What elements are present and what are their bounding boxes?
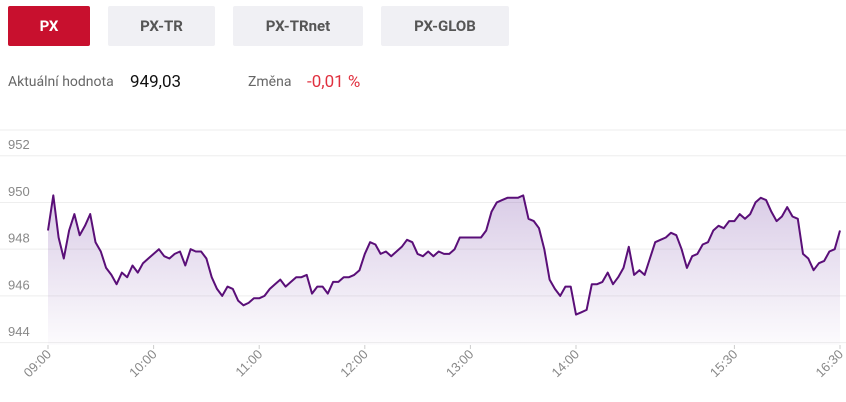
x-tick-label: 15:30	[707, 347, 741, 381]
tab[interactable]: PX	[8, 6, 90, 46]
x-tick-label: 12:00	[337, 347, 371, 381]
current-label: Aktuální hodnota	[8, 74, 114, 90]
tab[interactable]: PX-TRnet	[233, 6, 363, 46]
x-tick-label: 14:00	[549, 347, 583, 381]
y-tick-label: 946	[8, 277, 30, 292]
y-tick-label: 952	[8, 137, 30, 152]
change-label: Změna	[248, 74, 292, 90]
y-tick-label: 944	[8, 324, 30, 339]
x-tick-label: 11:00	[232, 347, 265, 380]
tab[interactable]: PX-GLOB	[381, 6, 509, 46]
x-tick-label: 09:00	[21, 347, 55, 381]
area-fill	[48, 195, 840, 345]
x-tick-label: 13:00	[443, 347, 477, 381]
y-tick-label: 950	[8, 184, 30, 199]
y-tick-label: 948	[8, 231, 30, 246]
x-tick-label: 16:30	[813, 347, 846, 381]
x-tick-label: 10:00	[126, 347, 160, 381]
line	[47, 194, 841, 316]
tab[interactable]: PX-TR	[108, 6, 215, 46]
current-value: 949,03	[130, 72, 182, 92]
change-value: -0,01 %	[307, 72, 361, 92]
